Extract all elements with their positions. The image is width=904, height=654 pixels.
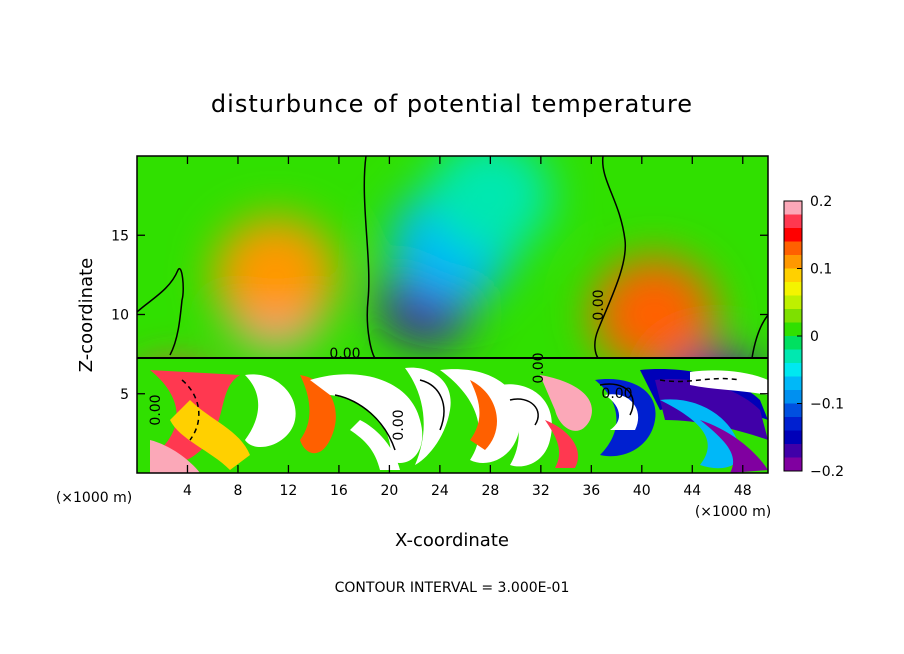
colorbar-swatch	[784, 322, 802, 337]
contour-label: 0.00	[391, 409, 407, 440]
plot-field: 0.00 0.00 0.00 0.00 0.00 0.00	[137, 156, 768, 473]
colorbar-swatch	[784, 255, 802, 269]
colorbar-swatch	[784, 430, 802, 445]
x-tick-label: 16	[330, 483, 348, 499]
colorbar-tick-label: −0.2	[810, 464, 844, 480]
contour-label: 0.00	[591, 289, 607, 320]
colorbar-swatch	[784, 363, 802, 377]
colorbar-swatch	[784, 403, 802, 418]
x-unit-right: (×1000 m)	[695, 504, 771, 520]
contour-label: 0.00	[531, 352, 547, 383]
colorbar-swatch	[784, 201, 802, 215]
colorbar-swatch	[784, 228, 802, 242]
colorbar-swatch	[784, 295, 802, 310]
x-tick-label: 44	[683, 483, 701, 499]
contour-label: 0.00	[329, 346, 360, 362]
x-unit-left: (×1000 m)	[56, 490, 132, 506]
colorbar-swatch	[784, 444, 802, 458]
y-axis-label: Z-coordinate	[76, 258, 97, 373]
colorbar-swatch	[784, 268, 802, 283]
anomaly-blob	[428, 156, 553, 254]
colorbar-ticks: 0.2 0.1 0 −0.1 −0.2	[797, 194, 844, 480]
anomaly-blob	[592, 256, 717, 373]
colorbar-tick-label: 0.1	[810, 262, 832, 278]
contour-label: 0.00	[148, 394, 164, 425]
chart-title: disturbunce of potential temperature	[211, 90, 693, 118]
x-tick-label: 8	[233, 483, 242, 499]
x-tick-label: 48	[734, 483, 752, 499]
x-tick-label: 12	[280, 483, 298, 499]
contour-lines	[137, 156, 768, 451]
x-axis-label: X-coordinate	[395, 530, 509, 551]
y-tick-label: 10	[111, 308, 129, 324]
colorbar-swatch	[784, 282, 802, 296]
colorbar-tick-label: −0.1	[810, 397, 844, 413]
x-tick-label: 32	[532, 483, 550, 499]
x-axis: 4 8 12 16 20 24 28 32 36 40 44 48	[183, 156, 752, 499]
colorbar-tick-label: 0	[810, 329, 819, 345]
y-axis: 5 10 15	[111, 228, 768, 403]
x-tick-label: 20	[380, 483, 398, 499]
x-tick-label: 40	[633, 483, 651, 499]
x-tick-label: 28	[481, 483, 499, 499]
colorbar-swatch	[784, 214, 802, 229]
colorbar-swatch	[784, 349, 802, 364]
turbulent-layer	[137, 358, 768, 473]
anomaly-blob	[213, 216, 338, 333]
contour-label-group: 0.00 0.00 0.00 0.00 0.00 0.00	[148, 289, 633, 440]
colorbar-swatch	[784, 336, 802, 350]
contour-interval-note: CONTOUR INTERVAL = 3.000E-01	[335, 580, 570, 596]
colorbar-tick-label: 0.2	[810, 194, 832, 210]
colorbar	[784, 201, 802, 472]
x-tick-label: 24	[431, 483, 449, 499]
colorbar-swatch	[784, 241, 802, 256]
contour-label: 0.00	[601, 386, 632, 402]
x-tick-label: 36	[582, 483, 600, 499]
x-tick-label: 4	[183, 483, 192, 499]
colorbar-swatch	[784, 457, 802, 472]
colorbar-swatch	[784, 376, 802, 391]
colorbar-swatch	[784, 390, 802, 404]
y-tick-label: 5	[120, 387, 129, 403]
colorbar-swatch	[784, 309, 802, 323]
colorbar-swatch	[784, 417, 802, 431]
y-tick-label: 15	[111, 228, 129, 244]
